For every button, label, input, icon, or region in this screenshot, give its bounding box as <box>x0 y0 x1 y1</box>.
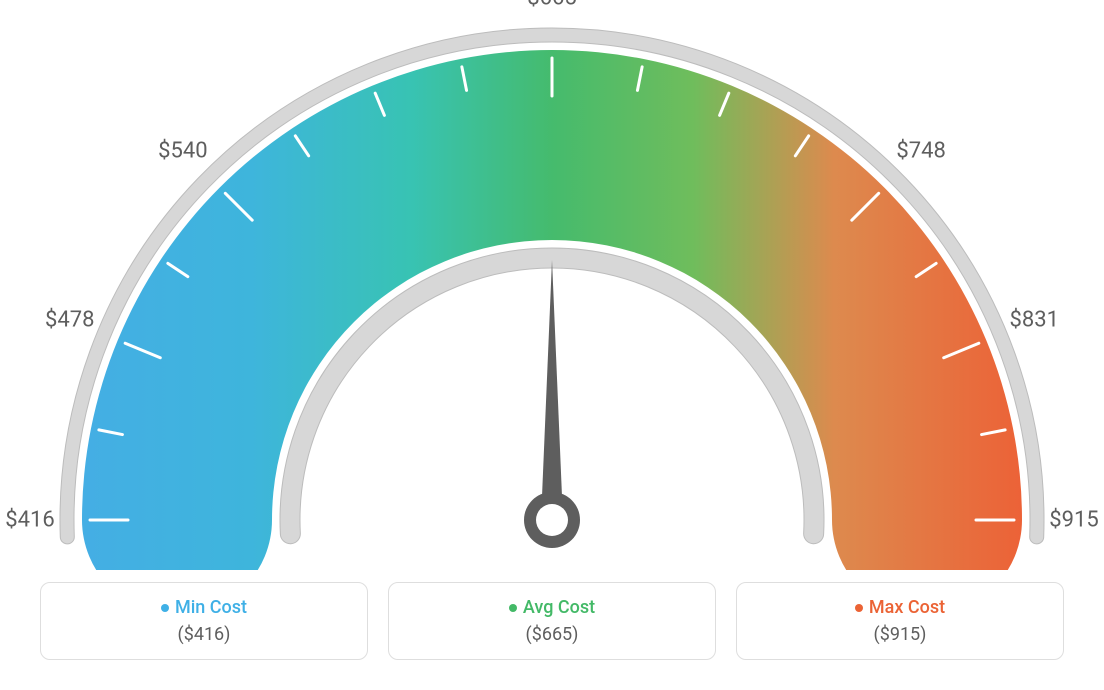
dot-icon <box>509 604 517 612</box>
gauge-tick-label: $831 <box>1010 308 1059 333</box>
legend-min-value: ($416) <box>55 624 353 645</box>
legend-max-value: ($915) <box>751 624 1049 645</box>
gauge-tick-label: $748 <box>896 138 945 163</box>
legend-avg-label: Avg Cost <box>523 597 595 618</box>
legend-max-label: Max Cost <box>869 597 945 618</box>
dot-icon <box>855 604 863 612</box>
gauge-tick-label: $915 <box>1049 508 1098 533</box>
legend-max-title: Max Cost <box>855 597 945 618</box>
legend-max: Max Cost ($915) <box>736 582 1064 661</box>
gauge-tick-label: $665 <box>527 0 576 11</box>
gauge-tick-label: $478 <box>45 308 94 333</box>
legend-avg-title: Avg Cost <box>509 597 595 618</box>
gauge-svg <box>0 0 1104 570</box>
gauge-tick-label: $416 <box>5 508 54 533</box>
gauge-tick-label: $540 <box>158 138 207 163</box>
legend-avg-value: ($665) <box>403 624 701 645</box>
legend-min: Min Cost ($416) <box>40 582 368 661</box>
cost-gauge: $416 $478 $540 $665 $748 $831 $915 <box>0 0 1104 570</box>
legend-min-label: Min Cost <box>175 597 247 618</box>
dot-icon <box>161 604 169 612</box>
legend-row: Min Cost ($416) Avg Cost ($665) Max Cost… <box>40 582 1064 661</box>
legend-avg: Avg Cost ($665) <box>388 582 716 661</box>
legend-min-title: Min Cost <box>161 597 247 618</box>
